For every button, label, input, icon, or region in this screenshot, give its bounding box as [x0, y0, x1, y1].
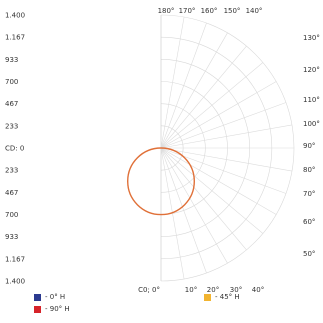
right-angle-label-5: 80° [303, 166, 315, 174]
legend-label-0h: - 0° H [45, 293, 66, 301]
legend-item-45h: - 45° H [204, 292, 240, 303]
scale-label-1: 1.167 [5, 34, 25, 42]
grid-spoke-150 [160, 32, 228, 149]
right-angle-label-8: 50° [303, 250, 315, 258]
scale-label-0: 1.400 [5, 12, 25, 20]
grid-spoke-170 [160, 16, 185, 149]
scale-labels: 1.400 1.167 933 700 467 233 CD: 0 233 467 700 933 1… [5, 12, 25, 286]
grid-spoke-160 [160, 22, 207, 149]
legend-swatch-45h [204, 294, 211, 301]
top-angle-label-0: 180° [158, 7, 175, 15]
scale-label-6: CD: 0 [5, 145, 24, 153]
scale-label-2: 933 [5, 56, 18, 64]
legend-label-45h: - 45° H [215, 293, 240, 301]
top-angle-label-4: 140° [246, 7, 263, 15]
scale-label-8: 467 [5, 189, 18, 197]
intensity-curves [126, 147, 195, 216]
right-angle-label-0: 130° [303, 34, 320, 42]
top-angle-label-3: 150° [224, 7, 241, 15]
scale-label-3: 700 [5, 78, 18, 86]
scale-label-10: 933 [5, 233, 18, 241]
scale-label-9: 700 [5, 211, 18, 219]
grid-spoke-40 [160, 147, 247, 251]
bottom-angle-label-3: 30° [230, 286, 242, 294]
top-angle-label-1: 170° [179, 7, 196, 15]
grid-spoke-140 [160, 45, 247, 149]
scale-label-12: 1.400 [5, 278, 25, 286]
legend-swatch-0h [34, 294, 41, 301]
grid-spoke-30 [160, 147, 228, 264]
right-angle-label-7: 60° [303, 218, 315, 226]
right-angle-label-2: 110° [303, 96, 320, 104]
legend-item-0h: - 0° H [34, 292, 70, 303]
grid-spoke-20 [160, 147, 207, 274]
top-angle-label-2: 160° [201, 7, 218, 15]
legend-right: - 45° H [204, 292, 240, 303]
grid-spoke-60 [160, 147, 277, 215]
legend-item-90h: - 90° H [34, 304, 70, 315]
grid-spoke-100 [160, 124, 293, 149]
bottom-angle-label-2: 20° [207, 286, 219, 294]
angle-labels: 180° 170° 160° 150° 140° 130° 120° 110° 100° 90° 8… [138, 7, 320, 294]
bottom-angle-label-1: 10° [185, 286, 197, 294]
legend-left: - 0° H - 90° H [34, 292, 70, 315]
grid-spoke-50 [160, 147, 264, 234]
scale-label-4: 467 [5, 100, 18, 108]
bottom-angle-label-4: 40° [252, 286, 264, 294]
right-angle-label-3: 100° [303, 120, 320, 128]
grid-spoke-120 [160, 81, 277, 149]
grid-spoke-130 [160, 62, 264, 149]
grid-spoke-110 [160, 102, 287, 149]
right-angle-label-4: 90° [303, 142, 315, 150]
scale-label-7: 233 [5, 167, 18, 175]
intensity-curve [126, 147, 195, 216]
right-angle-label-1: 120° [303, 66, 320, 74]
polar-grid [160, 14, 295, 282]
scale-label-5: 233 [5, 122, 18, 130]
grid-spoke-80 [160, 147, 293, 172]
grid-spoke-10 [160, 147, 185, 280]
legend-swatch-90h [34, 306, 41, 313]
legend-label-90h: - 90° H [45, 305, 70, 313]
bottom-angle-label-0: C0; 0° [138, 286, 160, 294]
scale-label-11: 1.167 [5, 255, 25, 263]
right-angle-label-6: 70° [303, 190, 315, 198]
